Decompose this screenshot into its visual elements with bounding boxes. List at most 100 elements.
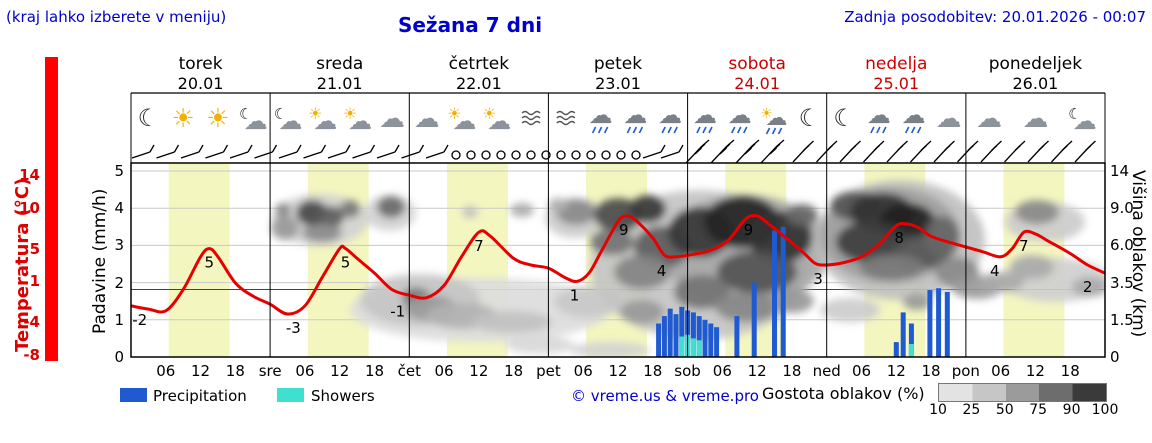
- precipitation-tick: 0: [114, 348, 124, 366]
- svg-text:5: 5: [341, 254, 351, 272]
- cloud-moon-icon: ☾☁: [1068, 105, 1097, 135]
- hour-label: 06: [851, 362, 872, 380]
- hour-label: 12: [608, 362, 628, 380]
- cloud-density-layer: [271, 180, 1105, 357]
- svg-text:☁: ☁: [279, 107, 303, 135]
- cloud-icon: ☁: [414, 104, 440, 134]
- day-header: ponedeljek 26.01: [966, 54, 1105, 93]
- rain-icon: ☁: [623, 101, 647, 134]
- day-date: 21.01: [316, 74, 363, 93]
- day-date: 20.01: [177, 74, 224, 93]
- hour-label: 06: [573, 362, 593, 380]
- hour-label: 12: [469, 362, 489, 380]
- cloud-icon: ☁: [1022, 104, 1048, 134]
- svg-text:☁: ☁: [867, 101, 891, 129]
- day-name: torek: [178, 54, 223, 74]
- svg-text:☾: ☾: [138, 104, 160, 132]
- cloud-height-tick: 3.5: [1110, 273, 1134, 292]
- svg-text:☁: ☁: [379, 104, 405, 134]
- svg-text:☁: ☁: [313, 107, 337, 135]
- hour-label: 06: [991, 362, 1011, 380]
- svg-text:☁: ☁: [452, 107, 476, 135]
- svg-text:☁: ☁: [976, 104, 1002, 134]
- svg-text:1: 1: [570, 286, 580, 304]
- svg-text:☁: ☁: [487, 107, 511, 135]
- svg-text:☁: ☁: [766, 106, 788, 131]
- svg-text:☁: ☁: [658, 101, 682, 129]
- day-header: petek 23.01: [548, 54, 687, 93]
- hour-label: 06: [295, 362, 315, 380]
- precipitation-tick: 4: [114, 199, 124, 218]
- sun-cloud-icon: ☀☁: [308, 104, 337, 135]
- cloud-height-tick: 0: [1110, 348, 1120, 366]
- hour-label: 12: [747, 362, 767, 380]
- precipitation-legend-label: Precipitation: [153, 387, 247, 405]
- svg-text:☁: ☁: [623, 101, 647, 129]
- rain-icon: ☁: [867, 101, 891, 134]
- svg-text:7: 7: [1019, 237, 1029, 255]
- temperature-tick: 1: [29, 272, 40, 291]
- svg-text:☾: ☾: [799, 104, 821, 132]
- sun-rain-icon: ☀☁: [760, 106, 788, 135]
- svg-text:☁: ☁: [244, 107, 268, 135]
- rain-icon: ☁: [728, 101, 752, 134]
- fog-icon: [521, 110, 541, 126]
- temperature-tick: -8: [23, 345, 40, 364]
- precipitation-tick: 1: [114, 310, 124, 329]
- temperature-curve: [131, 214, 1105, 316]
- svg-text:☀: ☀: [308, 104, 322, 123]
- svg-text:☀: ☀: [343, 104, 357, 123]
- svg-text:2: 2: [1083, 278, 1093, 296]
- day-abbrev-label: ned: [812, 362, 841, 380]
- cloud-moon-icon: ☾☁: [239, 105, 268, 135]
- cloud-density-tick: 25: [962, 402, 981, 418]
- cloud-density-tick: 90: [1062, 402, 1081, 418]
- chart-frame: [130, 92, 1106, 358]
- rain-icon: ☁: [589, 101, 613, 134]
- svg-text:9: 9: [619, 221, 629, 239]
- cloud-height-tick: 6.0: [1110, 236, 1134, 255]
- hour-label: 18: [504, 362, 524, 380]
- day-header: četrtek 22.01: [409, 54, 548, 93]
- credit-link[interactable]: © vreme.us & vreme.pro: [571, 387, 759, 405]
- cloud-density-tick: 75: [1029, 402, 1048, 418]
- svg-text:☾: ☾: [833, 104, 855, 132]
- day-name: ponedeljek: [988, 54, 1083, 74]
- sun-cloud-icon: ☀☁: [482, 104, 511, 135]
- svg-text:8: 8: [894, 229, 904, 247]
- day-date: 26.01: [1012, 74, 1059, 93]
- svg-text:9: 9: [744, 221, 754, 239]
- temperature-tick: 14: [19, 165, 40, 184]
- svg-text:☁: ☁: [348, 107, 372, 135]
- svg-text:4: 4: [990, 262, 1000, 280]
- showers-swatch: [277, 388, 304, 402]
- svg-text:☁: ☁: [935, 104, 961, 134]
- svg-text:3: 3: [813, 270, 823, 288]
- svg-text:☾: ☾: [274, 105, 287, 123]
- cloud-icon: ☁: [935, 104, 961, 134]
- day-header: nedelja 25.01: [827, 54, 966, 93]
- day-name: nedelja: [865, 54, 928, 74]
- cloud-moon-icon: ☾☁: [274, 105, 303, 135]
- svg-text:☀: ☀: [447, 104, 461, 123]
- temperature-axis-strip: [45, 57, 58, 361]
- svg-text:5: 5: [205, 254, 215, 272]
- page-title: Sežana 7 dni: [397, 13, 543, 37]
- hour-label: 18: [225, 362, 245, 380]
- last-updated: Zadnja posodobitev: 20.01.2026 - 00:07: [844, 8, 1146, 26]
- svg-text:-2: -2: [132, 311, 147, 329]
- precipitation-swatch: [120, 388, 147, 402]
- hour-label: 18: [1060, 362, 1080, 380]
- cloud-height-tick: 9.0: [1110, 199, 1134, 218]
- day-abbrev-label: čet: [397, 362, 421, 380]
- svg-text:☁: ☁: [1022, 104, 1048, 134]
- cloud-density-tick: 10: [929, 402, 947, 418]
- svg-text:☀: ☀: [760, 106, 773, 122]
- sun-icon: ☀: [206, 104, 229, 134]
- svg-text:☁: ☁: [902, 101, 926, 129]
- hour-label: 06: [156, 362, 176, 380]
- precipitation-bars: [656, 226, 950, 357]
- hour-label: 06: [712, 362, 732, 380]
- temperature-labels: -2 5 -3 5 -1 7 1 9 4 9 3 8 4 7 2: [132, 221, 1092, 337]
